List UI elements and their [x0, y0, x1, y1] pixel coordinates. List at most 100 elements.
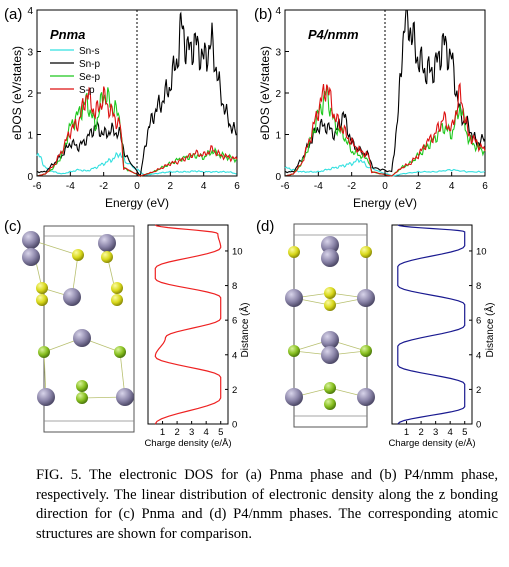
sn-atom	[285, 388, 303, 406]
panel-d-letter: (d)	[256, 218, 274, 235]
x-tick-label: 6	[482, 181, 488, 192]
panel-c-plot-frame	[147, 224, 229, 425]
y-tick-label: 2	[27, 89, 33, 100]
panel-a-ticks: -6 -4 -2 0 2 4 6 0 1 2 3 4	[27, 6, 240, 192]
sn-atom	[321, 236, 339, 254]
x-tick-label: 1	[404, 427, 409, 438]
x-tick-label: 1	[160, 427, 165, 438]
x-tick-label: 2	[418, 427, 423, 438]
panel-a-phase: Pnma	[50, 27, 85, 42]
sn-atom	[357, 289, 375, 307]
sn-atom	[321, 346, 339, 364]
y-tick-label: 0	[476, 420, 481, 431]
panel-d-density-line	[397, 224, 466, 425]
sn-atom	[321, 249, 339, 267]
x-tick-label: 5	[218, 427, 223, 438]
y-tick-label: 6	[232, 316, 237, 327]
panel-a-ylabel: eDOS (eV/states)	[10, 46, 24, 140]
se-atom	[114, 346, 126, 358]
x-tick-label: -2	[99, 181, 108, 192]
sn-atom	[63, 288, 81, 306]
y-tick-label: 1	[275, 131, 281, 142]
s-atom	[101, 251, 113, 263]
panel-b-phase: P4/nmm	[308, 27, 359, 42]
series-s-p-line	[284, 82, 486, 177]
y-tick-label: 3	[275, 48, 281, 59]
y-tick-label: 2	[275, 89, 281, 100]
panel-a-letter: (a)	[4, 6, 22, 23]
sn-atom	[22, 231, 40, 249]
s-atom	[111, 282, 123, 294]
x-tick-label: 2	[416, 181, 422, 192]
panel-c: (c)	[4, 218, 251, 449]
se-atom	[324, 382, 336, 394]
panel-b-xlabel: Energy (eV)	[353, 196, 417, 210]
s-atom	[360, 246, 372, 258]
y-tick-label: 3	[27, 48, 33, 59]
se-atom	[288, 345, 300, 357]
x-tick-label: 2	[174, 427, 179, 438]
panel-b-ticks: -6 -4 -2 0 2 4 6 0 1 2 3 4	[275, 6, 488, 192]
x-tick-label: 2	[168, 181, 174, 192]
s-atom	[72, 249, 84, 261]
panel-b-dos-lines	[284, 9, 486, 177]
x-tick-label: -6	[33, 181, 42, 192]
x-tick-label: -2	[347, 181, 356, 192]
x-tick-label: 5	[462, 427, 467, 438]
s-atom	[111, 294, 123, 306]
x-tick-label: -4	[66, 181, 75, 192]
panel-b-letter: (b)	[254, 6, 272, 23]
x-tick-label: -6	[281, 181, 290, 192]
panel-c-xlabel: Charge density (e/Å)	[144, 438, 231, 449]
se-atom	[324, 398, 336, 410]
series-s-p-line	[36, 86, 238, 177]
s-atom	[36, 282, 48, 294]
figure-caption: FIG. 5. The electronic DOS for (a) Pnma …	[36, 466, 498, 544]
x-tick-label: 3	[189, 427, 194, 438]
y-tick-label: 2	[476, 385, 481, 396]
sn-atom	[37, 388, 55, 406]
panel-d-ylabel: Distance (Å)	[483, 302, 496, 357]
y-tick-label: 0	[27, 172, 33, 183]
panel-a: (a) Pnma -6 -4 -2 0 2 4 6 0 1 2 3 4 Energy (eV) eDO…	[4, 6, 240, 210]
s-atom	[324, 287, 336, 299]
figure-caption-text: FIG. 5. The electronic DOS for (a) Pnma …	[36, 467, 498, 542]
s-atom	[36, 294, 48, 306]
x-tick-label: 3	[433, 427, 438, 438]
y-tick-label: 6	[476, 316, 481, 327]
legend-s-p: S-p	[79, 85, 95, 96]
sn-atom	[98, 234, 116, 252]
panel-b-ylabel: eDOS (eV/states)	[258, 46, 272, 140]
sn-atom	[116, 388, 134, 406]
series-sn-p-line	[36, 11, 238, 178]
y-tick-label: 2	[232, 385, 237, 396]
y-tick-label: 4	[232, 350, 237, 361]
se-atom	[76, 392, 88, 404]
sn-atom	[321, 331, 339, 349]
y-tick-label: 8	[232, 281, 237, 292]
sn-atom	[73, 329, 91, 347]
y-tick-label: 1	[27, 131, 33, 142]
panel-c-ylabel: Distance (Å)	[238, 302, 251, 357]
se-atom	[76, 380, 88, 392]
charge-density-line	[397, 224, 466, 425]
p4nmm-structure	[285, 223, 375, 428]
charge-density-line	[154, 224, 222, 425]
sn-atom	[285, 289, 303, 307]
pnma-structure	[22, 225, 135, 433]
sn-atom	[357, 388, 375, 406]
legend-se-p: Se-p	[79, 72, 101, 83]
x-tick-label: 4	[204, 427, 209, 438]
p4nmm-bonds	[293, 250, 367, 398]
pnma-bonds	[30, 239, 126, 399]
y-tick-label: 10	[232, 246, 243, 257]
panel-a-legend: Sn-s Sn-p Se-p S-p	[50, 46, 101, 96]
x-tick-label: 4	[201, 181, 207, 192]
y-tick-label: 4	[27, 6, 33, 17]
panel-d: (d)	[256, 218, 496, 449]
x-tick-label: 4	[449, 181, 455, 192]
y-tick-label: 4	[476, 350, 481, 361]
panel-a-xlabel: Energy (eV)	[105, 196, 169, 210]
